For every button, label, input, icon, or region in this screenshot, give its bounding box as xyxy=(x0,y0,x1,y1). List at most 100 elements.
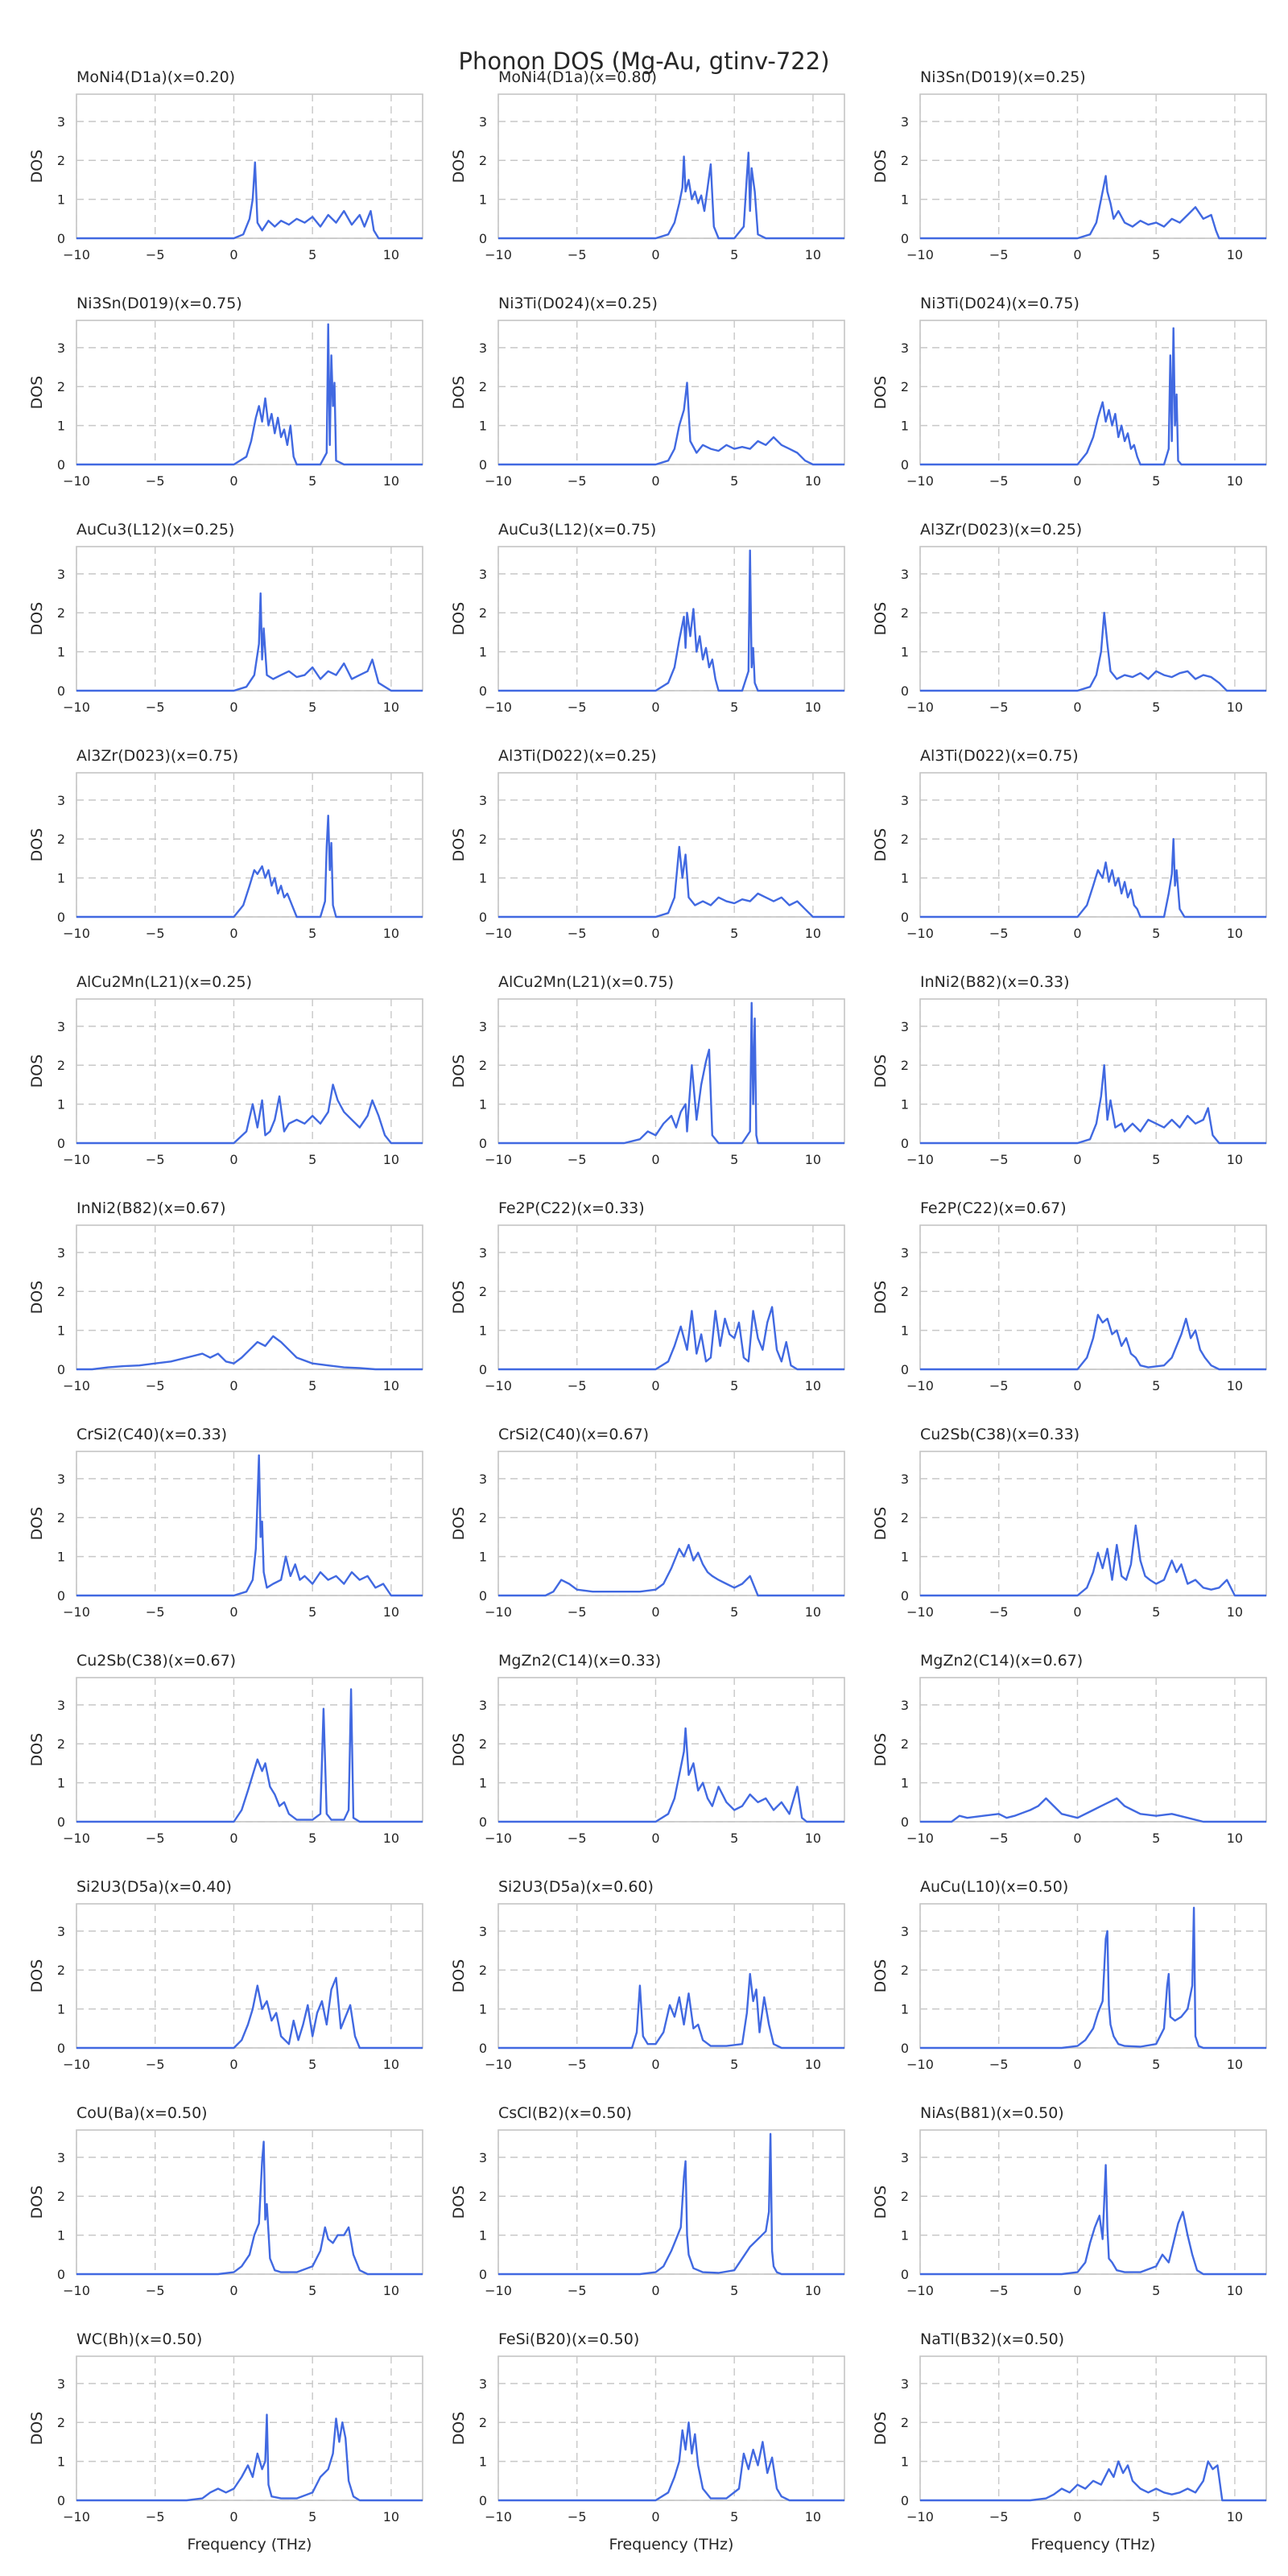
dos-panel: −10 −5 0 5 10 0 1 2 3 DOS MgZn2(C14)(x=0.33) xyxy=(450,1652,845,1846)
y-tick-label: 1 xyxy=(901,1097,909,1113)
y-tick-label: 2 xyxy=(57,2189,65,2204)
dos-panel: −10 −5 0 5 10 0 1 2 3 DOS CrSi2(C40)(x=0.67) xyxy=(450,1426,845,1620)
y-axis-label: DOS xyxy=(872,1733,890,1767)
x-tick-label: −5 xyxy=(989,926,1009,941)
y-tick-label: 1 xyxy=(479,1323,487,1339)
dos-panel: −10 −5 0 5 10 0 1 2 3 DOS CrSi2(C40)(x=0.33) xyxy=(28,1426,423,1620)
y-tick-label: 1 xyxy=(901,2454,909,2470)
x-tick-label: 5 xyxy=(730,473,738,489)
y-axis-label: DOS xyxy=(450,150,468,184)
x-tick-label: −5 xyxy=(989,1831,1009,1846)
x-tick-label: −10 xyxy=(906,1152,934,1167)
y-axis-label: DOS xyxy=(872,2412,890,2446)
x-tick-label: −10 xyxy=(63,2283,90,2298)
x-tick-label: 0 xyxy=(1073,473,1081,489)
plot-area xyxy=(497,1903,845,2049)
x-axis-label: Frequency (THz) xyxy=(1031,2536,1156,2553)
dos-curve xyxy=(76,323,423,466)
x-tick-label: −10 xyxy=(63,2509,90,2524)
y-tick-label: 2 xyxy=(479,605,487,621)
panel-title: CoU(Ba)(x=0.50) xyxy=(76,2104,208,2122)
dos-panel: −10 −5 0 5 10 0 1 2 3 DOS AlCu2Mn(L21)(x=0.75) xyxy=(450,973,845,1167)
y-axis-label: DOS xyxy=(28,828,46,862)
y-tick-label: 2 xyxy=(901,2189,909,2204)
x-tick-label: 5 xyxy=(1152,247,1160,262)
y-tick-label: 3 xyxy=(479,1924,487,1939)
x-tick-label: 5 xyxy=(308,700,316,715)
y-tick-label: 0 xyxy=(901,2493,909,2508)
y-tick-label: 1 xyxy=(901,2002,909,2017)
y-tick-label: 3 xyxy=(57,567,65,582)
y-tick-label: 3 xyxy=(479,2376,487,2392)
y-tick-label: 2 xyxy=(57,2415,65,2430)
y-tick-label: 3 xyxy=(57,1019,65,1034)
y-tick-label: 0 xyxy=(901,231,909,246)
x-tick-label: −10 xyxy=(906,2283,934,2298)
x-tick-label: 5 xyxy=(1152,2283,1160,2298)
x-tick-label: −5 xyxy=(146,2057,165,2072)
dos-curve xyxy=(920,175,1266,240)
y-tick-label: 3 xyxy=(479,1245,487,1261)
y-tick-label: 3 xyxy=(901,2150,909,2165)
y-tick-label: 3 xyxy=(479,1698,487,1713)
panel-title: WC(Bh)(x=0.50) xyxy=(76,2330,202,2348)
x-tick-label: −10 xyxy=(485,473,512,489)
plot-area xyxy=(919,772,1267,918)
y-tick-label: 3 xyxy=(479,793,487,808)
y-tick-label: 3 xyxy=(57,1472,65,1487)
panel-title: AlCu2Mn(L21)(x=0.25) xyxy=(76,973,252,991)
x-tick-label: 0 xyxy=(651,2057,659,2072)
dos-panel: −10 −5 0 5 10 0 1 2 3 DOS Ni3Sn(D019)(x=0.75) xyxy=(28,295,423,489)
y-tick-label: 0 xyxy=(901,1136,909,1151)
x-tick-label: −10 xyxy=(485,1604,512,1620)
dos-curve xyxy=(920,1906,1266,2050)
x-tick-label: −10 xyxy=(485,926,512,941)
y-tick-label: 2 xyxy=(901,832,909,847)
dos-panel: −10 −5 0 5 10 0 1 2 3 DOS FeSi(B20)(x=0.50) Frequen… xyxy=(450,2330,845,2553)
x-tick-label: −10 xyxy=(63,1152,90,1167)
x-tick-label: 0 xyxy=(1073,1831,1081,1846)
y-tick-label: 1 xyxy=(479,1097,487,1113)
y-axis-label: DOS xyxy=(872,376,890,410)
plot-area xyxy=(76,772,423,918)
y-axis-label: DOS xyxy=(450,2412,468,2446)
dos-curve xyxy=(76,2413,423,2502)
y-tick-label: 3 xyxy=(901,793,909,808)
x-tick-label: −5 xyxy=(568,1152,587,1167)
x-tick-label: 10 xyxy=(383,926,399,941)
y-tick-label: 0 xyxy=(479,2267,487,2282)
y-tick-label: 0 xyxy=(479,231,487,246)
y-axis-label: DOS xyxy=(28,1055,46,1088)
dos-curve xyxy=(498,2421,844,2502)
dos-panel: −10 −5 0 5 10 0 1 2 3 DOS Al3Zr(D023)(x=0.25) xyxy=(872,521,1267,715)
x-tick-label: 0 xyxy=(1073,247,1081,262)
x-tick-label: 5 xyxy=(308,1831,316,1846)
plot-area xyxy=(76,1677,423,1823)
y-tick-label: 2 xyxy=(57,1284,65,1299)
dos-panel: −10 −5 0 5 10 0 1 2 3 DOS Si2U3(D5a)(x=0.40) xyxy=(28,1878,423,2072)
x-tick-label: 5 xyxy=(308,926,316,941)
y-tick-label: 0 xyxy=(479,1814,487,1830)
y-tick-label: 1 xyxy=(479,871,487,886)
y-tick-label: 3 xyxy=(57,1698,65,1713)
y-tick-label: 1 xyxy=(479,192,487,208)
x-tick-label: 0 xyxy=(229,1152,237,1167)
y-tick-label: 3 xyxy=(901,1245,909,1261)
panel-title: AuCu3(L12)(x=0.25) xyxy=(76,521,234,539)
dos-curve xyxy=(498,151,844,240)
panel-title: Fe2P(C22)(x=0.67) xyxy=(920,1199,1067,1217)
plot-area xyxy=(76,1451,423,1596)
x-tick-label: 0 xyxy=(1073,2283,1081,2298)
y-axis-label: DOS xyxy=(450,1281,468,1315)
dos-curve xyxy=(76,1454,423,1597)
x-tick-label: 5 xyxy=(308,1604,316,1620)
dos-panel: −10 −5 0 5 10 0 1 2 3 DOS AlCu2Mn(L21)(x=0.25) xyxy=(28,973,423,1167)
y-tick-label: 2 xyxy=(57,605,65,621)
plot-area xyxy=(497,93,845,239)
y-axis-label: DOS xyxy=(450,828,468,862)
y-tick-label: 2 xyxy=(479,153,487,168)
y-tick-label: 0 xyxy=(901,910,909,925)
y-axis-label: DOS xyxy=(450,1055,468,1088)
x-tick-label: 5 xyxy=(730,1378,738,1393)
y-tick-label: 2 xyxy=(479,832,487,847)
